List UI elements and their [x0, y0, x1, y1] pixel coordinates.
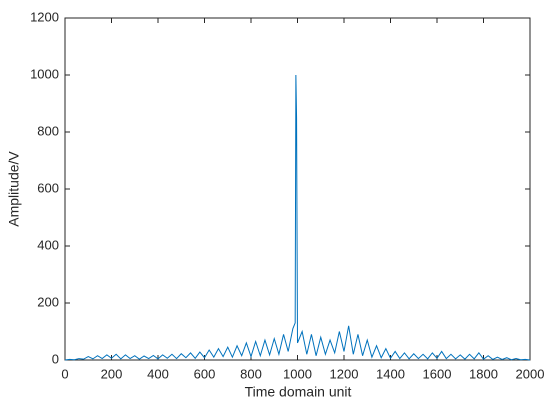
data-line: [64, 74, 531, 361]
y-tick-label: 0: [52, 351, 59, 366]
x-tick-label: 1400: [376, 366, 405, 381]
x-tick-label: 1000: [283, 366, 312, 381]
x-tick-label: 200: [101, 366, 123, 381]
y-tick-label: 400: [37, 237, 59, 252]
y-tick-label: 200: [37, 294, 59, 309]
x-tick-label: 1800: [469, 366, 498, 381]
x-axis-label: Time domain unit: [245, 384, 352, 400]
y-tick-label: 1000: [30, 66, 59, 81]
x-tick-label: 400: [147, 366, 169, 381]
y-axis-label: Amplitude/V: [6, 151, 22, 227]
y-tick-label: 800: [37, 123, 59, 138]
x-tick-label: 600: [194, 366, 216, 381]
y-tick-label: 1200: [30, 9, 59, 24]
x-tick-label: 800: [240, 366, 262, 381]
x-tick-label: 2000: [516, 366, 545, 381]
x-tick-label: 0: [61, 366, 68, 381]
y-tick-label: 600: [37, 180, 59, 195]
x-tick-label: 1200: [330, 366, 359, 381]
x-tick-label: 1600: [423, 366, 452, 381]
